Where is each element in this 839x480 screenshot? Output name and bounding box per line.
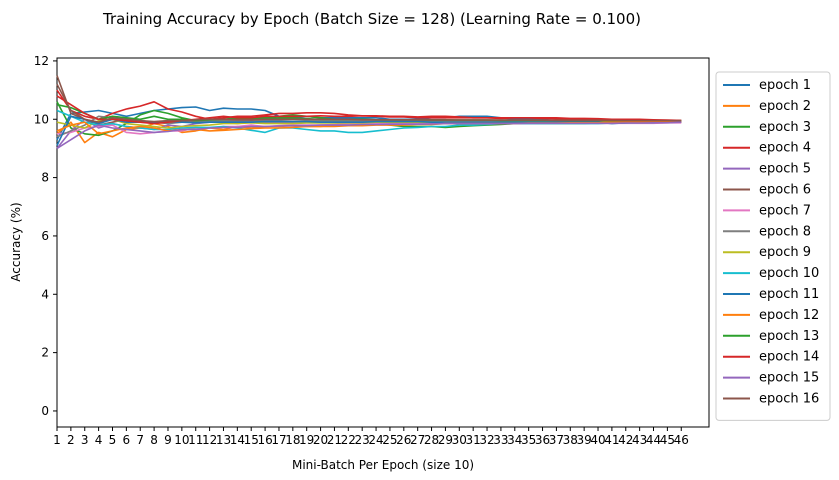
x-tick-label: 44 <box>646 433 661 447</box>
y-axis-label: Accuracy (%) <box>9 202 23 281</box>
plot-frame <box>56 57 710 428</box>
y-axis: 0 2 4 6 8 10 12 <box>34 54 57 418</box>
legend-label: epoch 11 <box>759 287 819 302</box>
x-tick-label: 17 <box>271 433 286 447</box>
x-tick-label: 33 <box>493 433 508 447</box>
x-tick-label: 31 <box>466 433 481 447</box>
legend-label: epoch 3 <box>759 120 811 135</box>
x-tick-label: 29 <box>438 433 453 447</box>
x-tick-label: 41 <box>604 433 619 447</box>
x-tick-label: 5 <box>109 433 117 447</box>
legend-label: epoch 4 <box>759 141 811 156</box>
series-lines <box>56 75 682 150</box>
x-tick-label: 40 <box>590 433 605 447</box>
legend-label: epoch 8 <box>759 224 811 239</box>
x-tick-label: 21 <box>327 433 342 447</box>
x-tick-label: 22 <box>341 433 356 447</box>
x-tick-label: 37 <box>549 433 564 447</box>
y-tick-label: 4 <box>41 287 49 301</box>
y-tick-label: 6 <box>41 229 49 243</box>
x-tick-label: 42 <box>618 433 633 447</box>
x-tick-label: 28 <box>424 433 439 447</box>
y-tick-label: 2 <box>41 346 49 360</box>
series-line-14 <box>56 95 682 125</box>
legend-label: epoch 1 <box>759 78 811 93</box>
x-tick-label: 19 <box>299 433 314 447</box>
legend-label: epoch 6 <box>759 183 811 198</box>
series-line-15 <box>56 121 682 150</box>
x-axis-label: Mini-Batch Per Epoch (size 10) <box>292 458 474 472</box>
x-tick-label: 11 <box>188 433 203 447</box>
x-tick-label: 10 <box>174 433 189 447</box>
x-tick-label: 30 <box>452 433 467 447</box>
series-line-16 <box>56 83 682 123</box>
plot-area <box>56 57 710 428</box>
x-tick-label: 4 <box>95 433 103 447</box>
legend-label: epoch 5 <box>759 162 811 177</box>
y-tick-label: 0 <box>41 404 49 418</box>
x-tick-label: 18 <box>285 433 300 447</box>
x-tick-label: 8 <box>150 433 158 447</box>
legend-label: epoch 14 <box>759 350 819 365</box>
x-tick-label: 43 <box>632 433 647 447</box>
legend-label: epoch 12 <box>759 308 819 323</box>
x-tick-label: 34 <box>507 433 522 447</box>
x-tick-label: 23 <box>355 433 370 447</box>
x-tick-label: 2 <box>67 433 75 447</box>
x-axis: 1 2 3 4 5 6 7 8 9 1011121314151617181920212223242… <box>53 427 689 447</box>
x-tick-label: 36 <box>535 433 550 447</box>
x-tick-label: 16 <box>257 433 272 447</box>
x-tick-label: 6 <box>123 433 131 447</box>
x-tick-label: 45 <box>660 433 675 447</box>
x-tick-label: 14 <box>230 433 245 447</box>
legend-label: epoch 2 <box>759 99 811 114</box>
legend-label: epoch 16 <box>759 392 819 407</box>
chart-title: Training Accuracy by Epoch (Batch Size =… <box>102 10 641 28</box>
x-tick-label: 1 <box>53 433 61 447</box>
legend: epoch 1 epoch 2 epoch 3 epoch 4 epoch 5 epoch… <box>715 71 831 421</box>
y-tick-label: 8 <box>41 171 49 185</box>
legend-box <box>715 71 831 421</box>
x-tick-label: 25 <box>382 433 397 447</box>
legend-label: epoch 15 <box>759 371 819 386</box>
y-tick-label: 10 <box>34 112 49 126</box>
x-tick-label: 32 <box>479 433 494 447</box>
x-tick-label: 9 <box>164 433 172 447</box>
x-tick-label: 38 <box>563 433 578 447</box>
x-tick-label: 24 <box>368 433 383 447</box>
y-tick-label: 12 <box>34 54 49 68</box>
legend-label: epoch 9 <box>759 245 811 260</box>
x-tick-label: 3 <box>81 433 89 447</box>
x-tick-label: 12 <box>202 433 217 447</box>
legend-label: epoch 7 <box>759 203 811 218</box>
x-tick-label: 15 <box>244 433 259 447</box>
x-tick-label: 7 <box>136 433 144 447</box>
x-tick-label: 27 <box>410 433 425 447</box>
legend-label: epoch 10 <box>759 266 819 281</box>
x-tick-label: 35 <box>521 433 536 447</box>
x-tick-label: 46 <box>674 433 689 447</box>
legend-label: epoch 13 <box>759 329 819 344</box>
x-tick-label: 20 <box>313 433 328 447</box>
x-tick-label: 39 <box>577 433 592 447</box>
x-tick-label: 13 <box>216 433 231 447</box>
x-tick-label: 26 <box>396 433 411 447</box>
